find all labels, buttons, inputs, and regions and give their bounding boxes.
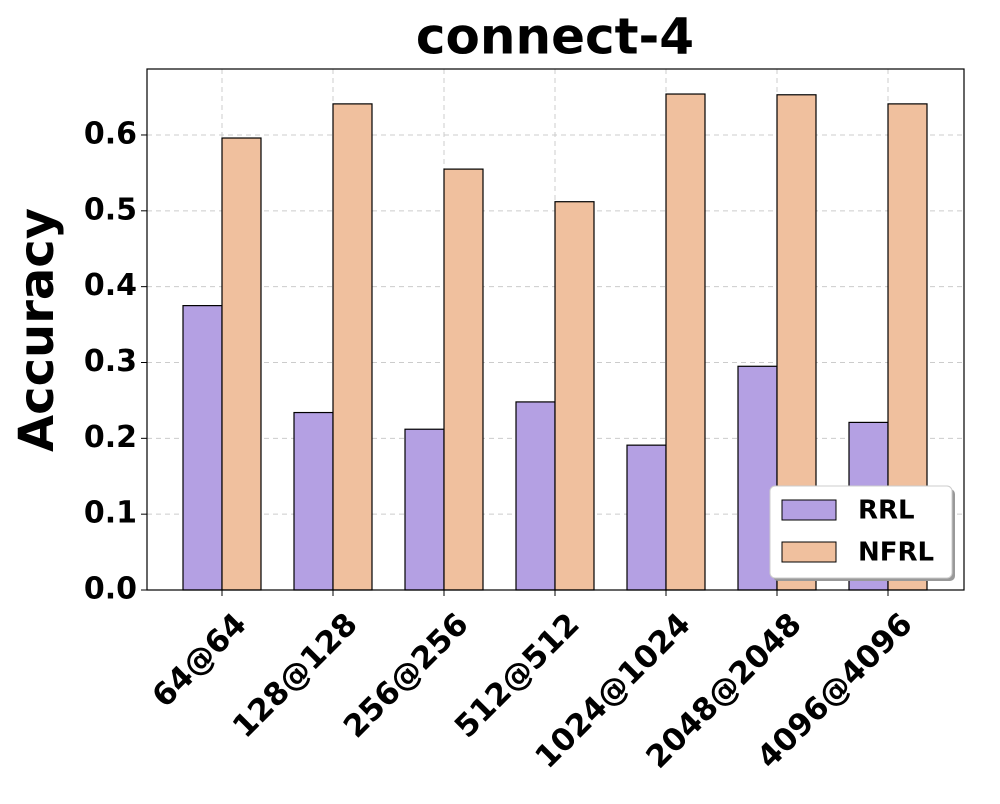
bar [404,428,445,591]
bar [221,137,262,591]
legend-swatch [781,499,837,521]
y-tick-label: 0.1 [84,496,137,531]
x-tick-label: 64@64 [145,606,253,714]
chart-title: connect-4 [416,8,694,66]
y-tick-label: 0.0 [84,572,137,607]
bar [626,444,667,591]
legend-label: RRL [858,496,915,526]
y-tick-label: 0.5 [84,192,137,227]
bar [293,411,334,591]
y-tick-label: 0.2 [84,420,137,455]
bar [443,168,484,591]
legend-swatch [781,541,837,563]
bar [332,103,373,591]
y-tick-label: 0.3 [84,344,137,379]
y-axis-label: Accuracy [9,208,65,452]
bar [665,93,706,591]
plot-frame [146,68,965,591]
y-tick-label: 0.6 [84,116,137,151]
bar [515,401,556,591]
legend-label: NFRL [858,538,934,568]
y-tick-label: 0.4 [84,268,137,303]
bar [182,305,223,591]
bar [554,201,595,591]
